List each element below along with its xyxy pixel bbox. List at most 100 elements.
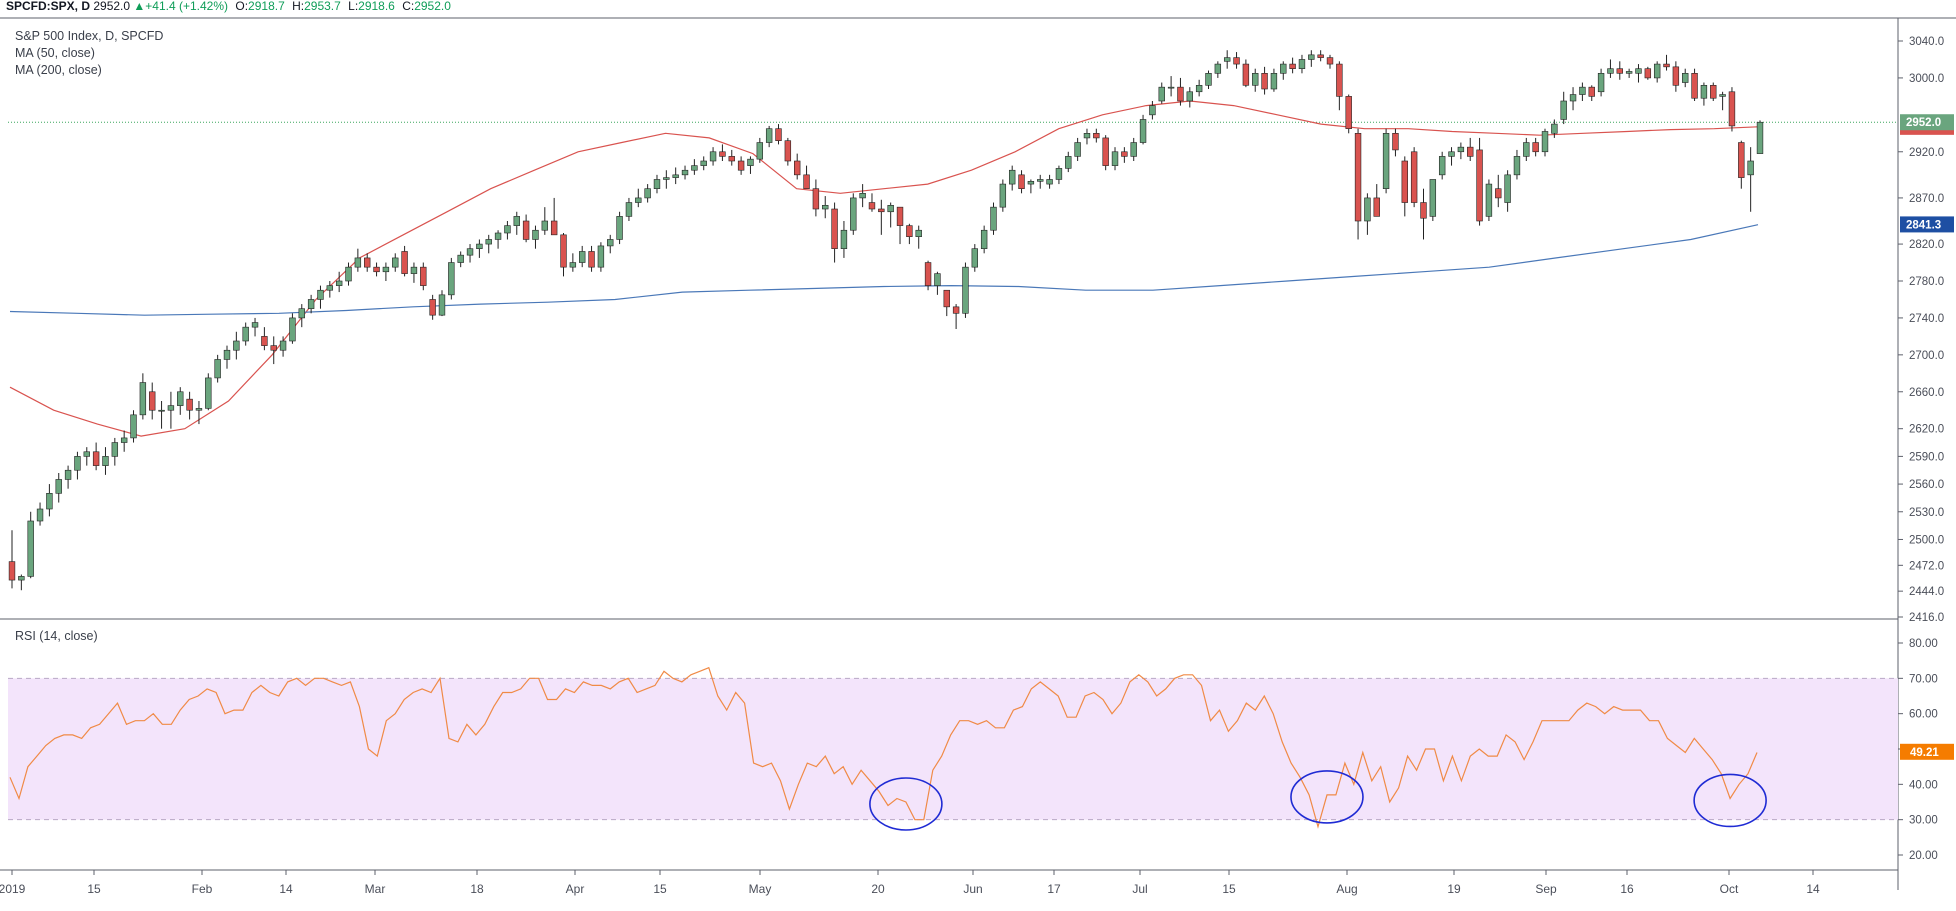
candle xyxy=(756,137,764,163)
candle xyxy=(1495,174,1502,208)
candle xyxy=(1532,137,1539,157)
candle-body xyxy=(1625,71,1633,74)
legend-ma50[interactable]: MA (50, close) xyxy=(15,46,95,60)
candle-body xyxy=(1597,73,1605,93)
candle-body xyxy=(691,165,698,171)
candle xyxy=(616,211,623,245)
candle-body xyxy=(1485,183,1493,217)
candle-body xyxy=(999,183,1007,208)
candle xyxy=(1158,82,1165,104)
candle-body xyxy=(139,382,147,416)
price-tick-label: 2740.0 xyxy=(1909,313,1944,325)
candle-body xyxy=(429,299,436,316)
candle xyxy=(831,202,838,263)
candle xyxy=(653,174,661,194)
candle-body xyxy=(1102,137,1109,166)
price-tick-label: 2700.0 xyxy=(1909,350,1944,362)
legend-title: S&P 500 Index, D, SPCFD xyxy=(15,29,164,43)
candle-body xyxy=(1710,85,1717,99)
candle-body xyxy=(1457,146,1465,153)
candle-body xyxy=(1055,168,1063,180)
candle-body xyxy=(644,188,651,199)
candle-body xyxy=(765,128,773,143)
candle-body xyxy=(1700,85,1708,99)
candle-body xyxy=(1738,142,1745,178)
candle-body xyxy=(1513,156,1521,176)
candle xyxy=(859,184,866,208)
candle-body xyxy=(410,266,418,274)
open-value: 2918.7 xyxy=(248,0,285,13)
candle xyxy=(130,410,137,443)
candle-body xyxy=(980,229,988,249)
chart-legend: S&P 500 Index, D, SPCFD MA (50, close) M… xyxy=(15,28,163,79)
candle-body xyxy=(756,142,764,160)
candle xyxy=(1756,120,1764,154)
candle xyxy=(167,391,175,429)
rsi-tick-label: 30.00 xyxy=(1909,815,1938,827)
candle-body xyxy=(1579,86,1586,95)
time-tick-label: 2019 xyxy=(0,882,26,896)
candle xyxy=(1046,174,1053,189)
candle-body xyxy=(18,576,25,581)
candle xyxy=(205,373,212,411)
candle xyxy=(550,197,558,236)
candle xyxy=(840,221,848,258)
candle xyxy=(1467,137,1474,161)
candle-body xyxy=(728,156,735,162)
candle-body xyxy=(784,140,792,162)
candle xyxy=(1644,66,1652,80)
legend-ma200[interactable]: MA (200, close) xyxy=(15,63,102,77)
candle-body xyxy=(448,262,455,296)
candle-body xyxy=(420,266,427,286)
candle xyxy=(27,511,34,579)
time-tick-label: 19 xyxy=(1447,882,1461,896)
candle xyxy=(924,260,932,291)
price-tick-label: 2660.0 xyxy=(1909,387,1944,399)
candle xyxy=(934,271,941,295)
candle xyxy=(120,430,128,452)
candle-body xyxy=(906,225,913,237)
candle-body xyxy=(130,414,137,439)
candle-body xyxy=(1298,59,1306,69)
candle xyxy=(1102,135,1109,171)
candle-body xyxy=(1121,151,1128,157)
candle-body xyxy=(635,197,642,203)
candle xyxy=(1682,68,1689,88)
candle xyxy=(1149,101,1156,120)
candle-body xyxy=(803,174,810,189)
candle-body xyxy=(672,174,679,178)
candle-body xyxy=(952,306,960,314)
candle xyxy=(1635,64,1642,83)
candle xyxy=(429,294,436,320)
low-value: 2918.6 xyxy=(358,0,395,13)
candle-body xyxy=(1747,160,1754,176)
candle-body xyxy=(1616,68,1623,74)
candle-body xyxy=(1756,121,1764,154)
candle xyxy=(1037,174,1044,189)
candle xyxy=(1336,61,1343,111)
highlight-circle xyxy=(1693,773,1767,828)
candle-body xyxy=(1345,96,1352,129)
candle-body xyxy=(27,520,34,577)
candle-body xyxy=(1354,133,1362,222)
candle xyxy=(102,447,109,475)
candle xyxy=(915,225,922,249)
candle-body xyxy=(737,160,745,171)
candle-body xyxy=(1420,202,1427,219)
candle-body xyxy=(700,160,707,166)
candle-body xyxy=(850,197,857,231)
candle xyxy=(1607,59,1614,78)
time-tick-label: 16 xyxy=(1620,882,1634,896)
candle-body xyxy=(831,208,838,249)
candle xyxy=(579,245,586,268)
candle-body xyxy=(251,322,259,328)
candle xyxy=(504,221,511,240)
rsi-legend[interactable]: RSI (14, close) xyxy=(15,628,98,645)
candle xyxy=(195,401,203,425)
time-tick-label: Mar xyxy=(365,882,386,896)
price-tick-label: 2560.0 xyxy=(1909,479,1944,491)
candle-body xyxy=(943,289,950,308)
candle-body xyxy=(1186,91,1193,102)
candle-body xyxy=(1158,86,1165,102)
